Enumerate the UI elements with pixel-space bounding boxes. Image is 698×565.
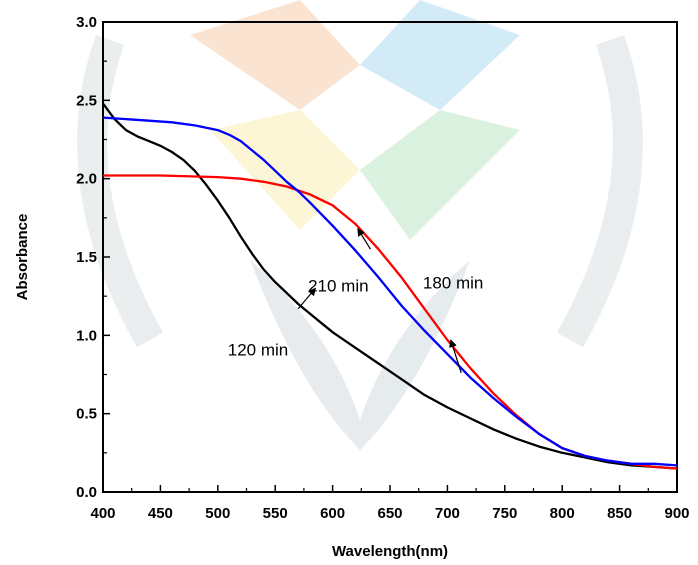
y-tick-label: 3.0 (76, 14, 97, 31)
x-axis-title: Wavelength(nm) (332, 543, 448, 560)
annotation-label: 210 min (308, 276, 368, 295)
x-tick-label: 650 (377, 505, 402, 522)
x-tick-label: 450 (148, 505, 173, 522)
x-tick-label: 500 (205, 505, 230, 522)
x-tick-label: 700 (435, 505, 460, 522)
x-tick-label: 750 (492, 505, 517, 522)
series-line-120-min (102, 102, 678, 470)
x-tick-label: 400 (90, 505, 115, 522)
y-axis-title: Absorbance (14, 214, 31, 301)
plot-border (102, 21, 678, 493)
x-tick-label: 900 (664, 505, 689, 522)
annotation-label: 120 min (228, 341, 288, 360)
y-tick-label: 1.5 (76, 249, 97, 266)
x-tick-label: 550 (263, 505, 288, 522)
series-lines (102, 102, 678, 470)
annotation-arrow (297, 287, 317, 310)
annotation-arrow (449, 339, 462, 374)
y-tick-label: 2.0 (76, 171, 97, 188)
y-tick-label: 0.0 (76, 484, 97, 501)
watermark-logo (77, 0, 643, 450)
annotation-arrow (357, 227, 371, 250)
y-tick-label: 2.5 (76, 92, 97, 109)
y-tick-label: 1.0 (76, 327, 97, 344)
x-tick-label: 800 (550, 505, 575, 522)
x-tick-label: 850 (607, 505, 632, 522)
annotation-label: 180 min (423, 273, 483, 292)
axis-ticks (102, 21, 678, 493)
series-line-210-min (102, 116, 678, 467)
x-tick-label: 600 (320, 505, 345, 522)
plot-frame (102, 21, 678, 493)
y-tick-label: 0.5 (76, 406, 97, 423)
annotations: 120 min 210 min 180 min (228, 227, 483, 374)
axis-tick-labels: 400 450 500 550 600 650 700 750 800 850 900 0.0 0.5 1… (76, 14, 689, 522)
